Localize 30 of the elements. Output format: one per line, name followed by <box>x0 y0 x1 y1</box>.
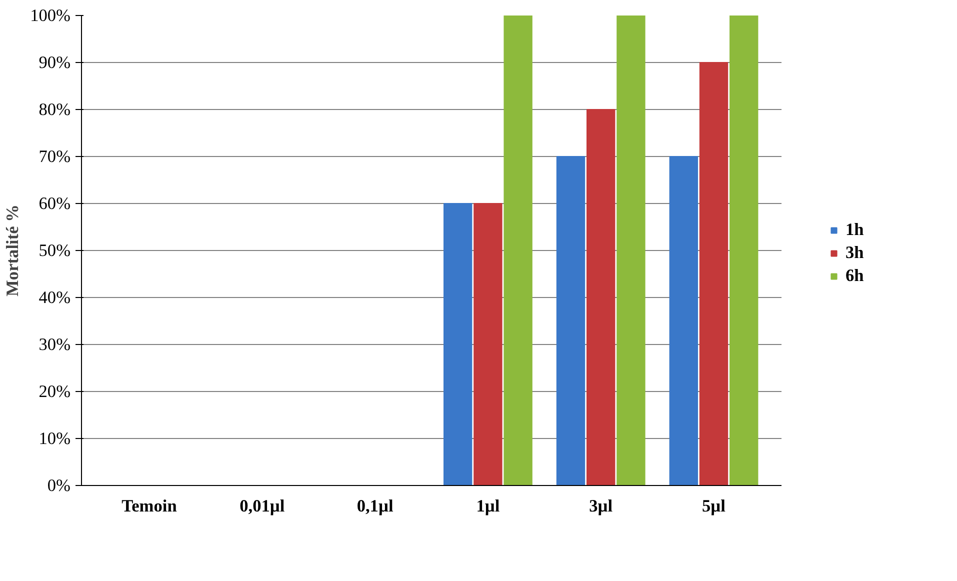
bar <box>669 156 698 486</box>
bar <box>504 16 532 486</box>
bar <box>730 16 758 486</box>
y-tick-label: 10% <box>38 429 71 448</box>
bar <box>556 156 586 486</box>
x-tick-label: Temoin <box>122 496 178 516</box>
x-tick-label: 5µl <box>702 496 726 516</box>
y-tick-label: 50% <box>38 241 71 260</box>
bar <box>443 203 472 486</box>
x-tick-label: 1µl <box>476 496 500 516</box>
y-tick-label: 90% <box>38 53 71 72</box>
bar <box>699 62 728 486</box>
legend-label: 3h <box>846 242 865 262</box>
y-tick-label: 30% <box>38 335 71 354</box>
y-tick-label: 0% <box>47 476 71 495</box>
legend-label: 6h <box>846 266 865 286</box>
y-tick-label: 70% <box>38 147 71 166</box>
y-tick-label: 40% <box>38 288 71 307</box>
y-axis-title: Mortalité % <box>3 204 22 296</box>
y-tick-label: 100% <box>30 6 71 25</box>
legend-label: 1h <box>846 220 865 240</box>
y-tick-label: 80% <box>38 100 71 119</box>
y-tick-label: 60% <box>38 194 71 213</box>
bar <box>586 109 616 486</box>
bar <box>474 203 502 486</box>
x-tick-label: 0,1µl <box>356 496 394 516</box>
x-tick-label: 0,01µl <box>240 496 285 516</box>
y-tick-label: 20% <box>38 382 71 401</box>
x-tick-label: 3µl <box>589 496 613 516</box>
bar <box>616 16 646 486</box>
